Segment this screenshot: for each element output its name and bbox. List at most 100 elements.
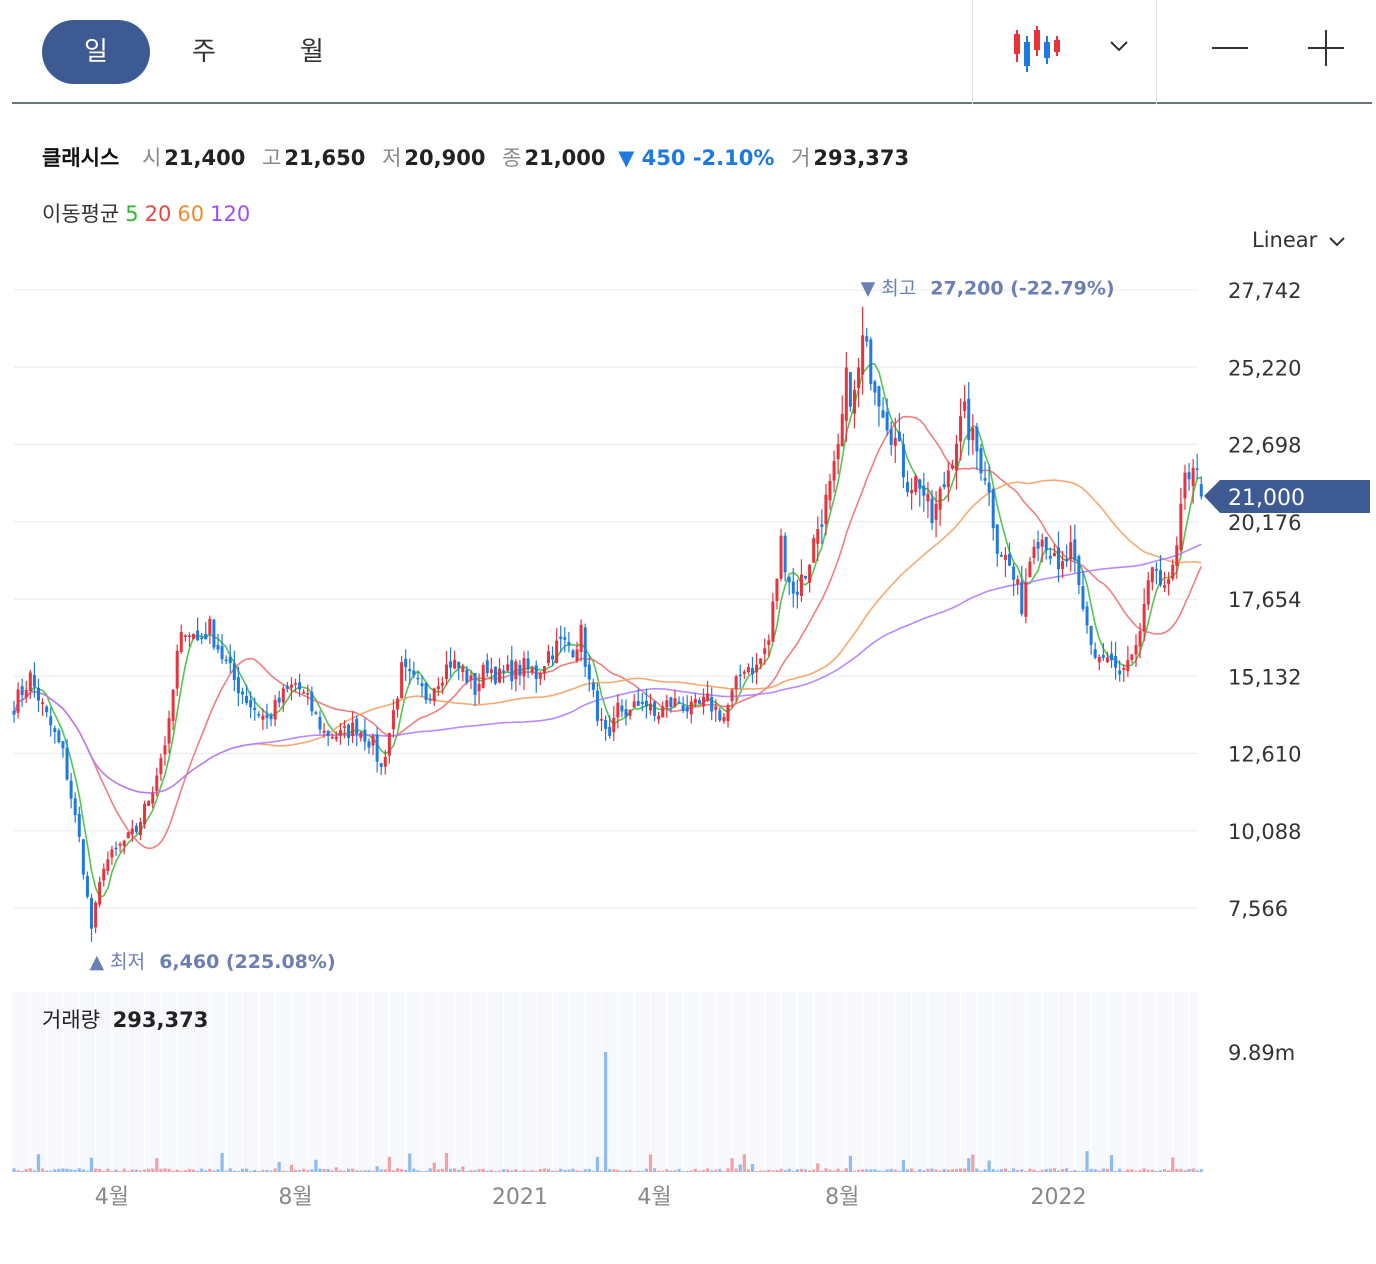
low-marker-label: ▲ 최저 6,460 (225.08%): [90, 951, 336, 973]
volume-bar: [298, 1170, 302, 1172]
candle-body: [232, 663, 236, 680]
candle-body: [910, 490, 914, 494]
candle-body: [1032, 546, 1036, 558]
candle-body: [245, 696, 249, 703]
volume-last: 293,373: [113, 1008, 209, 1032]
candle-body: [183, 635, 187, 637]
candle-body: [938, 488, 942, 510]
candle-body: [1093, 649, 1097, 658]
volume-bar: [530, 1169, 534, 1172]
low-value: 20,900: [404, 146, 486, 170]
chevron-down-icon[interactable]: [1107, 36, 1131, 56]
scale-mode-dropdown[interactable]: Linear: [1252, 228, 1346, 252]
candle-body: [249, 699, 253, 708]
candle-body: [485, 660, 489, 674]
volume-bar: [526, 1170, 530, 1172]
candle-body: [457, 661, 461, 669]
candle-body: [971, 428, 975, 441]
volume-bar: [244, 1168, 249, 1172]
volume-bar: [196, 1170, 200, 1172]
candle-body: [975, 426, 979, 452]
candle-body: [126, 832, 130, 839]
candle-body: [473, 673, 477, 695]
volume-bar: [746, 1169, 750, 1172]
volume-bar: [1020, 1169, 1024, 1172]
current-price-label: 21,000: [1228, 486, 1305, 511]
candle-body: [967, 398, 971, 441]
candle-body: [171, 689, 175, 721]
tab-daily[interactable]: 일: [42, 20, 150, 84]
volume-bar: [791, 1171, 795, 1172]
volume-bar: [400, 1169, 404, 1172]
candle-body: [987, 482, 991, 493]
volume-bar: [24, 1168, 28, 1172]
volume-label: 거래량 293,373: [42, 1008, 208, 1032]
volume-bar: [1040, 1169, 1044, 1172]
close-label: 종: [502, 146, 522, 170]
candle-body: [453, 659, 457, 669]
candle-body: [640, 701, 644, 704]
volume-bar: [102, 1171, 106, 1172]
volume-bar: [1089, 1168, 1093, 1172]
volume-bar: [616, 1169, 620, 1172]
candle-body: [334, 736, 338, 740]
candle-body: [179, 631, 183, 652]
volume-bar: [938, 1170, 942, 1172]
ma-20-label[interactable]: 20: [144, 202, 172, 226]
plus-icon[interactable]: [1306, 28, 1346, 68]
candlestick-icon[interactable]: [1012, 26, 1062, 74]
low-label: 저: [382, 146, 402, 170]
ma-120-label[interactable]: 120: [210, 202, 251, 226]
volume-bar: [261, 1169, 265, 1172]
candle-body: [322, 730, 326, 733]
high-marker-value: 27,200 (-22.79%): [930, 278, 1114, 300]
toolbar-divider: [1156, 0, 1157, 104]
candle-body: [922, 485, 926, 496]
candle-body: [579, 624, 583, 652]
volume-bar: [661, 1170, 665, 1172]
price-grid: [14, 289, 1198, 909]
ma-60-label[interactable]: 60: [177, 202, 205, 226]
candle-body: [1114, 655, 1118, 668]
volume-bar: [971, 1154, 975, 1172]
volume-bar: [187, 1168, 192, 1172]
tab-weekly[interactable]: 주: [192, 37, 216, 67]
volume-bar: [253, 1169, 257, 1172]
candle-body: [628, 709, 632, 716]
candle-body: [379, 763, 383, 767]
candle-body: [808, 564, 812, 583]
high-marker-title: ▼ 최고: [861, 278, 917, 300]
candle-body: [318, 716, 322, 730]
volume-bar: [28, 1168, 32, 1172]
volume-bar: [750, 1163, 755, 1172]
candle-body: [942, 484, 946, 488]
candle-body: [999, 554, 1003, 557]
volume-bar: [550, 1170, 555, 1172]
volume-bar: [1126, 1169, 1130, 1172]
volume-bar: [640, 1170, 644, 1172]
candle-body: [24, 690, 28, 698]
minus-icon[interactable]: [1210, 28, 1250, 68]
volume-bar: [1191, 1168, 1195, 1172]
scale-mode-label: Linear: [1252, 228, 1318, 252]
volume-bar: [330, 1170, 334, 1172]
high-marker-label: ▼ 최고 27,200 (-22.79%): [861, 278, 1115, 300]
candle-body: [995, 524, 999, 554]
candle-body: [534, 665, 538, 680]
candle-body: [269, 715, 273, 720]
volume-bar: [334, 1167, 338, 1172]
volume-bar: [1146, 1169, 1150, 1172]
candle-body: [1085, 606, 1089, 626]
tab-monthly[interactable]: 월: [300, 37, 324, 67]
volume-bar: [310, 1169, 314, 1172]
volume-bar: [881, 1170, 885, 1172]
volume-bar: [126, 1170, 130, 1172]
volume-bar: [1097, 1170, 1101, 1172]
candle-body: [294, 683, 298, 685]
volume-bar: [612, 1169, 616, 1172]
toolbar-divider: [972, 0, 973, 104]
volume-bar: [673, 1170, 677, 1172]
ma-5-label[interactable]: 5: [125, 202, 139, 226]
volume-bar: [436, 1169, 440, 1172]
